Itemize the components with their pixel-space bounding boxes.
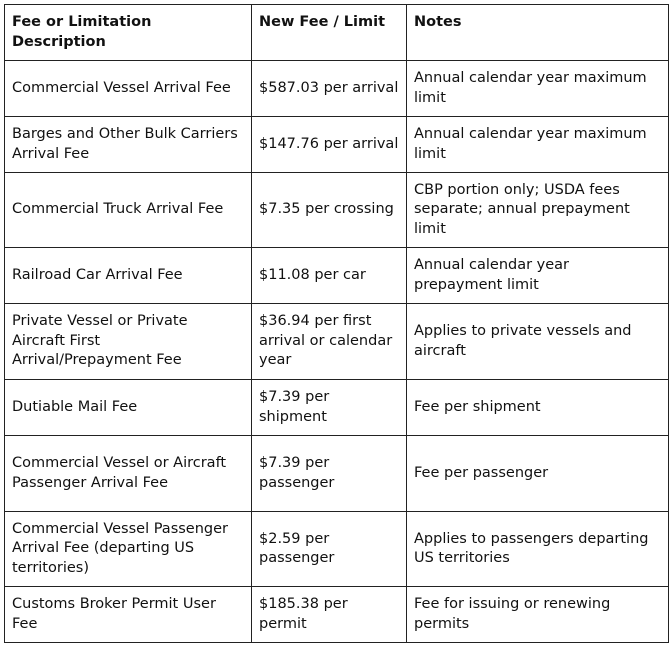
table-cell: Barges and Other Bulk Carriers Arrival F…: [4, 116, 252, 173]
table-cell: $11.08 per car: [251, 247, 407, 304]
table-cell: Annual calendar year maximum limit: [406, 116, 669, 173]
table-cell: $587.03 per arrival: [251, 60, 407, 117]
header-cell: Fee or Limitation Description: [4, 4, 252, 61]
table-cell: Fee per shipment: [406, 379, 669, 436]
header-row: Fee or Limitation Description New Fee / L…: [4, 4, 669, 61]
table-cell: $36.94 per first arrival or calendar yea…: [251, 303, 407, 380]
table-cell: Private Vessel or Private Aircraft First…: [4, 303, 252, 380]
table-cell: Commercial Truck Arrival Fee: [4, 172, 252, 248]
table-row: Customs Broker Permit User Fee $185.38 pe…: [4, 586, 669, 643]
table-row: Railroad Car Arrival Fee $11.08 per car An…: [4, 247, 669, 304]
table-cell: $7.39 per shipment: [251, 379, 407, 436]
table-row: Commercial Vessel Passenger Arrival Fee …: [4, 511, 669, 587]
table-body: Commercial Vessel Arrival Fee $587.03 per…: [4, 60, 669, 643]
table-cell: Fee per passenger: [406, 435, 669, 512]
table-cell: Annual calendar year prepayment limit: [406, 247, 669, 304]
table-cell: Applies to passengers departing US terri…: [406, 511, 669, 587]
table-cell: $2.59 per passenger: [251, 511, 407, 587]
table-cell: Applies to private vessels and aircraft: [406, 303, 669, 380]
table-cell: Commercial Vessel or Aircraft Passenger …: [4, 435, 252, 512]
table-cell: Commercial Vessel Passenger Arrival Fee …: [4, 511, 252, 587]
table-cell: $7.39 per passenger: [251, 435, 407, 512]
table-row: Commercial Vessel Arrival Fee $587.03 per…: [4, 60, 669, 117]
table-cell: Fee for issuing or renewing permits: [406, 586, 669, 643]
table-row: Private Vessel or Private Aircraft First…: [4, 303, 669, 380]
table-cell: Annual calendar year maximum limit: [406, 60, 669, 117]
table-cell: Railroad Car Arrival Fee: [4, 247, 252, 304]
table-row: Commercial Truck Arrival Fee $7.35 per cr…: [4, 172, 669, 248]
table-cell: Dutiable Mail Fee: [4, 379, 252, 436]
table-cell: CBP portion only; USDA fees separate; an…: [406, 172, 669, 248]
fee-table: Fee or Limitation Description New Fee / L…: [4, 4, 669, 643]
table-cell: $147.76 per arrival: [251, 116, 407, 173]
header-cell: Notes: [406, 4, 669, 61]
table-row: Dutiable Mail Fee $7.39 per shipment Fee p…: [4, 379, 669, 436]
table-cell: Customs Broker Permit User Fee: [4, 586, 252, 643]
table-row: Commercial Vessel or Aircraft Passenger …: [4, 435, 669, 512]
table-row: Barges and Other Bulk Carriers Arrival F…: [4, 116, 669, 173]
table-cell: Commercial Vessel Arrival Fee: [4, 60, 252, 117]
header-cell: New Fee / Limit: [251, 4, 407, 61]
table-cell: $185.38 per permit: [251, 586, 407, 643]
table-cell: $7.35 per crossing: [251, 172, 407, 248]
